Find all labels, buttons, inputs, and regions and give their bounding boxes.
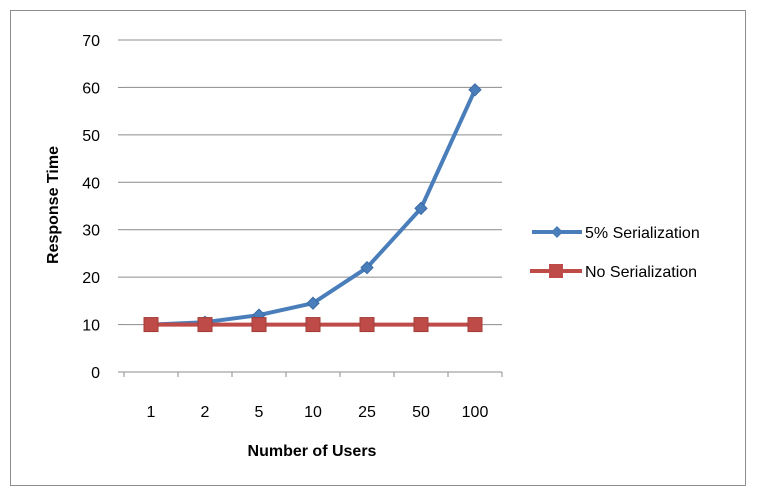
- y-tick-label: 20: [82, 270, 100, 287]
- x-tick-label: 1: [147, 404, 156, 421]
- series-5pct-serialization: [144, 83, 482, 332]
- x-tick-label: 100: [462, 404, 489, 421]
- y-tick-label: 0: [91, 365, 100, 382]
- y-tick-labels: 0 10 20 30 40 50 60 70: [82, 33, 100, 382]
- data-point-square: [251, 317, 267, 333]
- x-axis-title: Number of Users: [248, 443, 377, 460]
- legend-item-5pct-serialization: 5% Serialization: [532, 225, 700, 242]
- legend-diamond-marker: [551, 226, 563, 238]
- data-point-square: [143, 317, 159, 333]
- x-tick-labels: 1 2 5 10 25 50 100: [147, 404, 489, 421]
- y-tick-label: 30: [82, 223, 100, 240]
- x-tick-label: 2: [201, 404, 210, 421]
- series-no-serialization: [143, 317, 483, 333]
- data-point-diamond: [306, 296, 320, 310]
- x-tick-label: 10: [304, 404, 322, 421]
- data-point-square: [197, 317, 213, 333]
- axes: [118, 39, 503, 377]
- data-point-diamond: [360, 260, 374, 275]
- x-tick-label: 50: [412, 404, 430, 421]
- data-point-diamond: [414, 201, 428, 216]
- data-point-diamond: [468, 83, 482, 97]
- data-point-square: [467, 317, 483, 333]
- legend-label: 5% Serialization: [585, 225, 700, 242]
- y-tick-label: 40: [82, 175, 100, 192]
- legend-label: No Serialization: [585, 264, 697, 281]
- y-axis-title: Response Time: [45, 146, 62, 264]
- y-tick-label: 50: [82, 128, 100, 145]
- x-tick-label: 25: [358, 404, 376, 421]
- y-tick-label: 10: [82, 318, 100, 335]
- legend-square-marker: [549, 264, 563, 278]
- y-tick-label: 60: [82, 80, 100, 97]
- data-point-square: [359, 317, 375, 333]
- chart-frame: [10, 10, 746, 486]
- y-tick-label: 70: [82, 33, 100, 50]
- gridlines: [124, 39, 502, 326]
- legend: 5% Serialization No Serialization: [530, 225, 700, 281]
- x-tick-label: 5: [255, 404, 264, 421]
- data-point-square: [305, 317, 321, 333]
- series: [143, 83, 483, 333]
- data-point-square: [413, 317, 429, 333]
- legend-item-no-serialization: No Serialization: [530, 264, 697, 281]
